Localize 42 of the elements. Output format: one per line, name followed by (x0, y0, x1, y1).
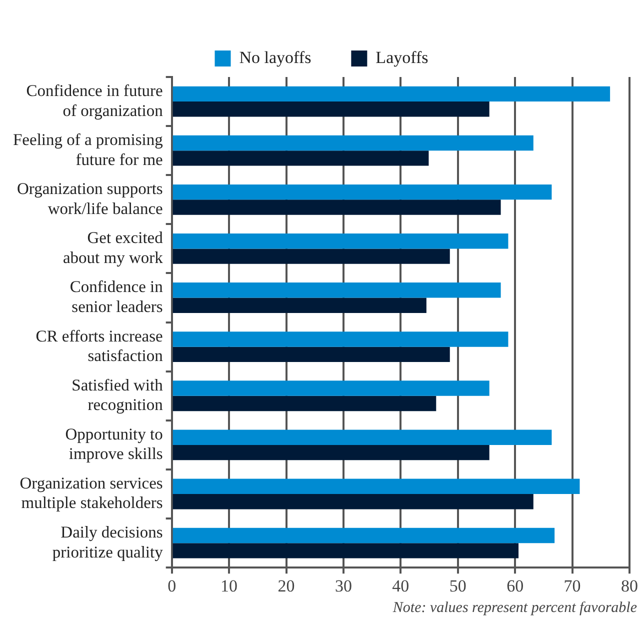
bar (172, 380, 490, 396)
x-tick-label: 60 (506, 576, 524, 596)
bar (172, 102, 490, 117)
bar (172, 184, 552, 200)
bar (172, 478, 580, 494)
x-tick-label: 30 (334, 576, 352, 596)
y-tick-label: Opportunity to improve skills (65, 424, 163, 464)
bar (172, 282, 501, 298)
x-tick-label: 80 (621, 576, 638, 596)
bar (172, 298, 426, 313)
bar (172, 200, 501, 215)
y-tick-label: CR efforts increase satisfaction (36, 326, 163, 366)
bar (172, 396, 436, 412)
y-tick-label: Get excited about my work (62, 228, 164, 267)
y-tick-label: Feeling of a promising future for me (12, 130, 163, 169)
y-tick-label: Satisfied with recognition (72, 375, 164, 414)
legend-label: Layoffs (376, 48, 428, 67)
x-tick-label: 70 (564, 576, 581, 596)
bar (172, 430, 552, 445)
bar (172, 346, 450, 362)
bar (172, 150, 429, 166)
bar (172, 332, 508, 347)
legend-label: No layoffs (239, 48, 312, 67)
y-tick-label: Daily decisions prioritize quality (52, 522, 164, 562)
x-tick-label: 20 (278, 576, 295, 596)
x-tick-label: 10 (220, 576, 238, 596)
x-tick-label: 50 (449, 576, 466, 596)
bar (172, 444, 490, 460)
y-tick-label: Organization supports work/life balance (16, 179, 163, 218)
y-tick-label: Confidence in senior leaders (70, 277, 163, 316)
y-tick-label: Confidence in future of organization (26, 80, 163, 120)
bar (172, 543, 519, 558)
x-tick-label: 0 (168, 576, 176, 596)
bar (172, 234, 508, 249)
y-tick-label: Organization services multiple stakeholders (20, 473, 163, 512)
text: Note: values represent percent favorable (392, 600, 637, 617)
bar (172, 86, 610, 102)
x-tick-label: 40 (392, 576, 410, 596)
bar (172, 135, 534, 151)
bar (172, 528, 555, 544)
bar (172, 248, 450, 264)
bar (172, 494, 534, 510)
